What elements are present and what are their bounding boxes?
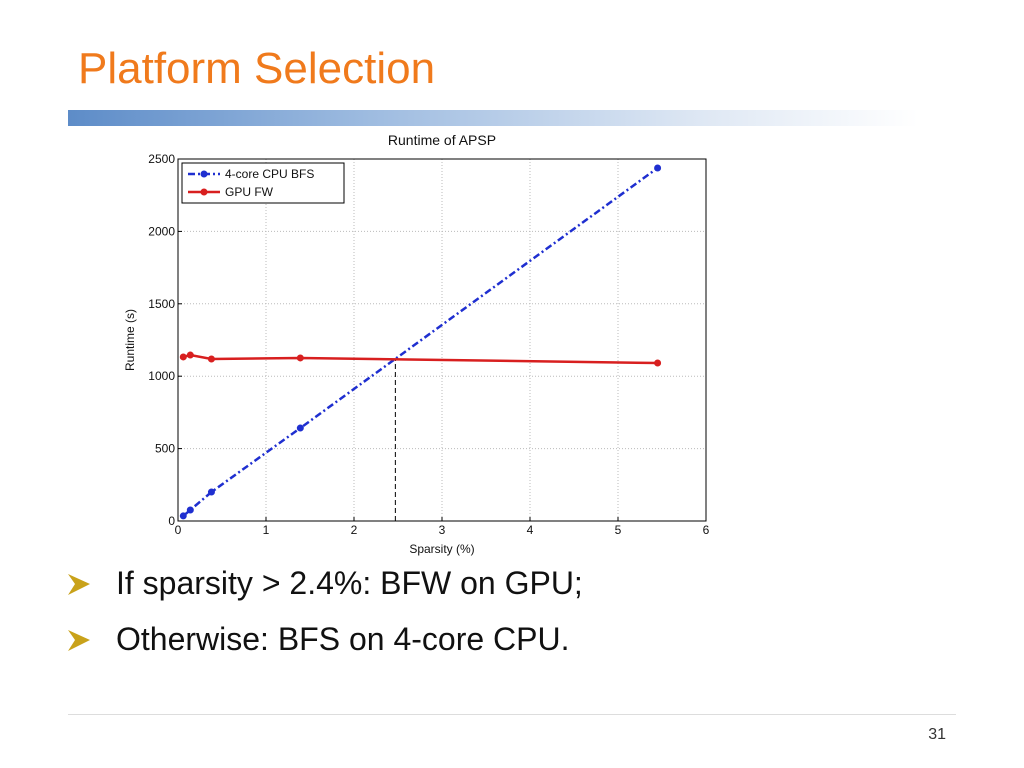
bullet-marker	[68, 630, 90, 651]
point	[296, 354, 304, 362]
y-tick-label: 2000	[148, 224, 175, 238]
chart: 0 1 2 3 4 5 6 0 500 1000 1500 2000 2500 Runtime of AP…	[123, 132, 710, 556]
x-tick-label: 5	[615, 523, 622, 537]
x-tick-label: 0	[175, 523, 182, 537]
x-tick-label: 6	[703, 523, 710, 537]
footer-rule	[68, 714, 956, 715]
x-tick-label: 2	[351, 523, 358, 537]
page-number: 31	[928, 726, 946, 743]
legend-marker	[200, 170, 208, 178]
y-tick-label: 1500	[148, 297, 175, 311]
x-axis-label: Sparsity (%)	[409, 542, 474, 556]
point	[179, 512, 187, 520]
legend-marker	[200, 188, 208, 196]
x-tick-label: 3	[439, 523, 446, 537]
y-tick-label: 2500	[148, 152, 175, 166]
point	[296, 424, 304, 432]
y-tick-label: 1000	[148, 369, 175, 383]
y-tick-label: 0	[168, 514, 175, 528]
chart-title: Runtime of APSP	[388, 132, 496, 148]
point	[654, 359, 662, 367]
point	[207, 355, 215, 363]
bullet-text: If sparsity > 2.4%: BFW on GPU;	[116, 565, 583, 601]
x-tick-label: 1	[263, 523, 270, 537]
y-tick-label: 500	[155, 442, 175, 456]
x-tick-label: 4	[527, 523, 534, 537]
point	[207, 488, 215, 496]
title-bar	[68, 110, 918, 126]
point	[179, 353, 187, 361]
y-axis-label: Runtime (s)	[123, 309, 137, 371]
point	[186, 506, 194, 514]
point	[186, 351, 194, 359]
bullet-text: Otherwise: BFS on 4-core CPU.	[116, 621, 570, 657]
slide-title: Platform Selection	[78, 44, 436, 93]
plot-frame	[177, 158, 707, 522]
legend-label: GPU FW	[225, 185, 274, 199]
bullet-marker	[68, 574, 90, 595]
legend-label: 4-core CPU BFS	[225, 167, 314, 181]
legend-box	[181, 162, 345, 204]
point	[654, 164, 662, 172]
